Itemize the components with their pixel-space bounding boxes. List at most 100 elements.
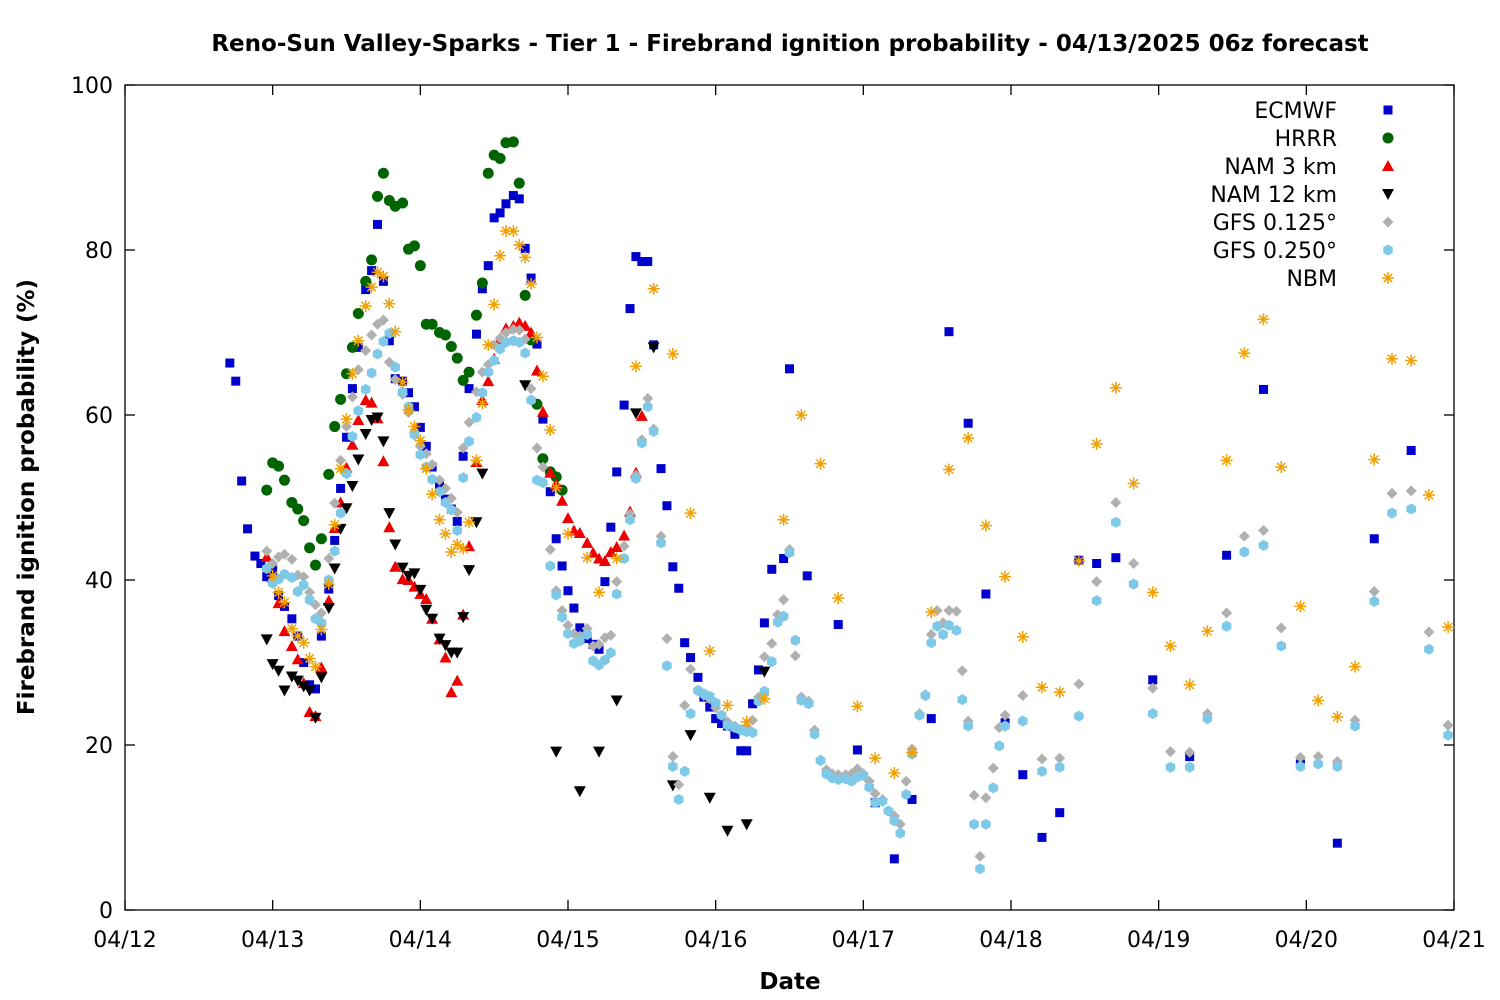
data-point [322,603,335,615]
data-point [870,797,880,809]
data-point [981,589,991,599]
data-point [631,252,641,262]
data-point [1109,381,1122,394]
data-point [759,685,770,697]
data-point [686,653,696,663]
data-point [883,805,894,817]
data-point [610,541,623,552]
data-point [833,774,843,786]
data-point [662,660,672,672]
data-point [278,625,291,637]
data-point [950,605,962,617]
data-point [550,746,563,758]
data-point [353,342,363,352]
data-point [1018,715,1028,727]
data-point [396,376,409,388]
data-point [685,663,697,675]
data-point [1275,622,1287,634]
data-point [353,405,364,417]
data-point [285,622,298,635]
data-point [298,579,309,591]
x-tick-label: 04/21 [1422,928,1485,953]
data-point [748,699,758,709]
data-point [557,611,567,623]
data-point [287,572,297,584]
data-point [383,297,396,310]
data-point [323,553,335,565]
data-point [477,387,488,399]
data-point [315,672,328,684]
data-point [1222,550,1232,560]
data-point [573,526,586,538]
data-point [1165,761,1176,773]
data-point [328,518,341,531]
data-point [404,388,414,398]
data-point [409,402,419,412]
data-point [463,516,476,529]
data-point [721,699,734,712]
data-point [711,714,721,724]
data-point [291,675,304,687]
data-point [458,451,468,461]
data-point [573,786,586,798]
data-point [463,366,475,378]
series-hrrr [261,136,568,571]
data-point [329,421,341,433]
data-point [1054,761,1065,773]
data-point [562,512,574,524]
data-point [433,633,446,645]
data-point [815,755,826,767]
data-point [619,400,629,410]
data-point [1424,643,1434,655]
data-point [1276,640,1286,652]
data-point [494,152,506,164]
data-point [482,338,495,351]
data-point [988,782,999,794]
data-point [262,572,272,582]
data-point [551,589,561,601]
data-point [895,827,906,839]
data-point [1090,437,1103,450]
data-point [545,487,555,497]
data-point [402,404,415,417]
data-point [499,225,512,238]
data-point [352,413,365,425]
data-point [471,411,482,423]
data-point [483,366,494,378]
data-point [1331,710,1344,723]
legend: ECMWF HRRR NAM 3 km NAM 12 km GFS 0.125° GFS … [1210,99,1394,292]
data-point [833,620,843,630]
data-point [969,818,979,830]
data-point [635,409,648,421]
data-point [832,592,845,605]
data-point [1074,710,1084,722]
data-point [943,605,955,617]
data-point [1073,678,1085,690]
data-point [426,488,439,501]
data-point [980,792,992,804]
data-point [778,610,789,622]
chart-title: Reno-Sun Valley-Sparks - Tier 1 - Firebr… [211,31,1368,57]
data-point [366,329,378,341]
data-point [1387,507,1397,519]
data-point [1313,758,1323,770]
data-point [439,640,452,652]
data-point [389,539,402,551]
data-point [1054,752,1066,764]
data-point [550,481,563,494]
data-point [463,565,476,577]
data-point [520,243,530,253]
data-point [610,552,623,565]
data-point [309,559,321,571]
data-point [513,316,526,328]
data-point [298,571,310,583]
data-point [531,442,543,454]
data-point [1350,720,1360,732]
data-point [1332,838,1342,848]
data-point [1368,453,1381,466]
data-point [956,665,968,677]
data-point [457,442,469,454]
data-point [679,765,690,777]
data-point [329,497,341,509]
data-point [250,551,260,561]
